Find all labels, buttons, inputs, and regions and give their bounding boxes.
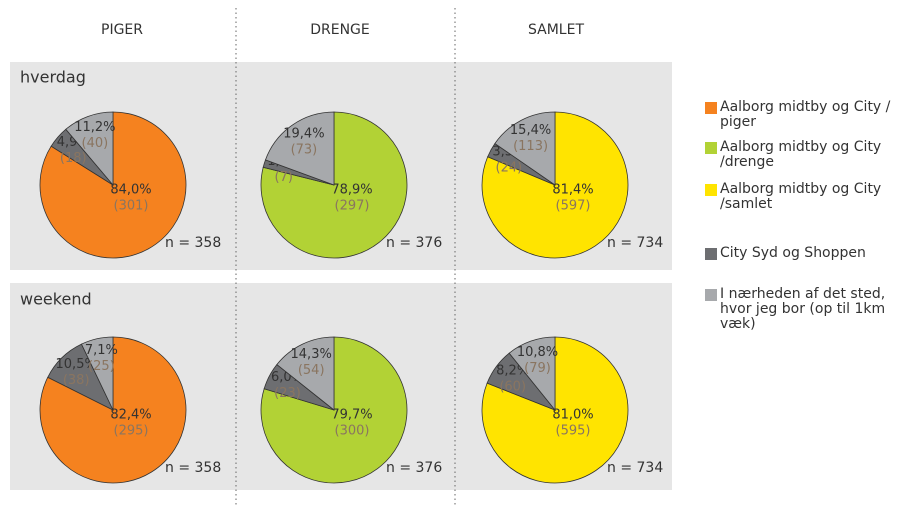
slice-label: 10,8% bbox=[517, 345, 558, 360]
slice-count: (297) bbox=[335, 199, 370, 214]
legend-item: City Syd og Shoppen bbox=[705, 246, 910, 261]
legend-item: Aalborg midtby og City / piger bbox=[705, 100, 910, 130]
slice-label: 78,9% bbox=[331, 183, 372, 198]
legend-swatch bbox=[705, 289, 717, 301]
n-label: n = 358 bbox=[165, 235, 221, 251]
slice-count: (79) bbox=[524, 361, 551, 376]
slice-label: 7,1% bbox=[85, 343, 118, 358]
slice-count: (595) bbox=[556, 424, 591, 439]
legend-item: Aalborg midtby og City /drenge bbox=[705, 140, 910, 170]
slice-count: (54) bbox=[298, 363, 325, 378]
pie-slice bbox=[508, 336, 556, 412]
column-header: DRENGE bbox=[310, 22, 370, 38]
pie-slice bbox=[494, 111, 556, 186]
slice-count: (18) bbox=[60, 151, 87, 166]
pie-slice bbox=[276, 336, 335, 411]
pie-slice bbox=[260, 336, 408, 484]
pie-slice bbox=[65, 111, 114, 187]
n-label: n = 376 bbox=[386, 235, 442, 251]
n-label: n = 734 bbox=[607, 460, 663, 476]
legend-label: Aalborg midtby og City /samlet bbox=[720, 181, 882, 212]
pie-slice bbox=[264, 111, 335, 186]
legend-label: I nærheden af det sted, hvor jeg bor (op… bbox=[720, 286, 886, 332]
slice-count: (23) bbox=[274, 386, 301, 401]
row-label: hverdag bbox=[20, 68, 86, 87]
slice-label: 82,4% bbox=[110, 408, 151, 423]
pie-slice bbox=[80, 336, 114, 411]
slice-label: 84,0% bbox=[110, 183, 151, 198]
slice-count: (597) bbox=[556, 199, 591, 214]
slice-label: 10,5% bbox=[56, 357, 97, 372]
column-header: PIGER bbox=[101, 22, 143, 38]
n-label: n = 358 bbox=[165, 460, 221, 476]
slice-label: 15,4% bbox=[510, 123, 551, 138]
legend-swatch bbox=[705, 248, 717, 260]
legend-swatch bbox=[705, 142, 717, 154]
column-header: SAMLET bbox=[528, 22, 584, 38]
legend-label: City Syd og Shoppen bbox=[720, 245, 866, 261]
slice-label: 11,2% bbox=[74, 120, 115, 135]
slice-label: 19,4% bbox=[283, 126, 324, 141]
pie-slice bbox=[481, 111, 629, 259]
slice-count: (73) bbox=[291, 142, 318, 157]
slice-label: 14,3% bbox=[291, 347, 332, 362]
pie-slice bbox=[481, 336, 629, 484]
slice-count: (301) bbox=[114, 199, 149, 214]
slice-count: (24) bbox=[496, 160, 523, 175]
slice-count: (300) bbox=[335, 424, 370, 439]
slice-count: (25) bbox=[88, 359, 115, 374]
legend-item: I nærheden af det sted, hvor jeg bor (op… bbox=[705, 287, 910, 332]
slice-count: (38) bbox=[63, 373, 90, 388]
slice-label: 79,7% bbox=[331, 408, 372, 423]
slice-label: 81,4% bbox=[552, 183, 593, 198]
slice-count: (60) bbox=[499, 379, 526, 394]
slice-label: 81,0% bbox=[552, 408, 593, 423]
row-label: weekend bbox=[20, 290, 92, 309]
legend-swatch bbox=[705, 184, 717, 196]
legend-swatch bbox=[705, 102, 717, 114]
legend-item: Aalborg midtby og City /samlet bbox=[705, 182, 910, 212]
n-label: n = 376 bbox=[386, 460, 442, 476]
slice-count: (7) bbox=[275, 170, 293, 185]
slice-count: (113) bbox=[513, 139, 548, 154]
slice-count: (295) bbox=[114, 424, 149, 439]
legend-label: Aalborg midtby og City / piger bbox=[720, 99, 891, 130]
slice-count: (40) bbox=[82, 136, 109, 151]
n-label: n = 734 bbox=[607, 235, 663, 251]
legend-label: Aalborg midtby og City /drenge bbox=[720, 139, 882, 170]
